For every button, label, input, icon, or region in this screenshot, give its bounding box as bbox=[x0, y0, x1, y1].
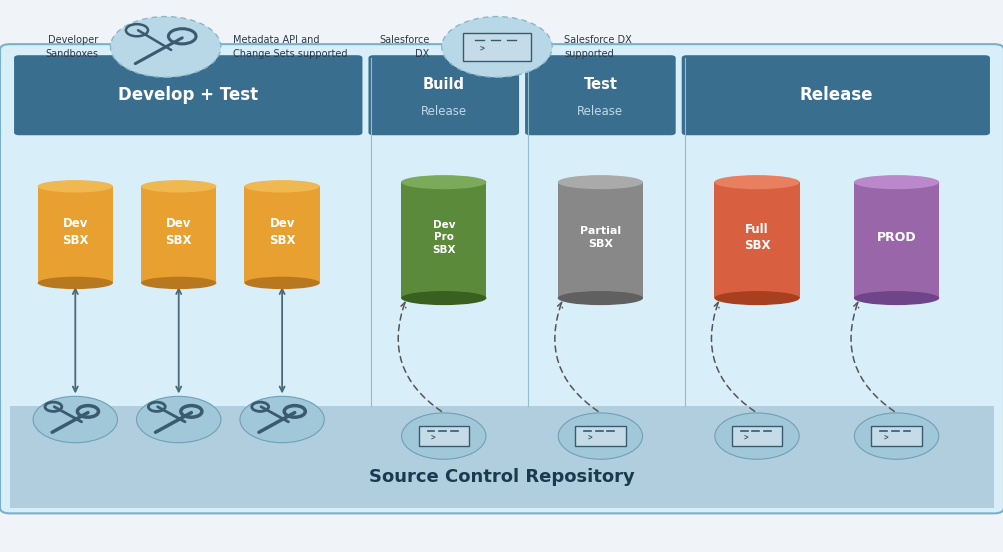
Circle shape bbox=[33, 396, 117, 443]
Text: Dev
Pro
SBX: Dev Pro SBX bbox=[431, 220, 455, 255]
FancyBboxPatch shape bbox=[140, 187, 216, 283]
Circle shape bbox=[240, 396, 324, 443]
Text: Release: Release bbox=[420, 105, 466, 118]
Text: >: > bbox=[743, 433, 748, 442]
Text: Salesforce DX
supported: Salesforce DX supported bbox=[564, 35, 631, 59]
Text: Metadata API and
Change Sets supported: Metadata API and Change Sets supported bbox=[233, 35, 347, 59]
FancyBboxPatch shape bbox=[38, 187, 112, 283]
FancyBboxPatch shape bbox=[714, 182, 799, 298]
FancyBboxPatch shape bbox=[245, 187, 319, 283]
Text: Test: Test bbox=[583, 77, 617, 92]
FancyBboxPatch shape bbox=[575, 426, 625, 447]
FancyBboxPatch shape bbox=[558, 182, 643, 298]
FancyBboxPatch shape bbox=[401, 182, 486, 298]
Circle shape bbox=[441, 17, 552, 77]
FancyBboxPatch shape bbox=[681, 55, 989, 135]
FancyBboxPatch shape bbox=[0, 44, 1003, 513]
Circle shape bbox=[854, 413, 938, 459]
Text: Dev
SBX: Dev SBX bbox=[62, 217, 88, 247]
Text: Developer
Sandboxes: Developer Sandboxes bbox=[45, 35, 98, 59]
Text: Source Control Repository: Source Control Repository bbox=[369, 469, 634, 486]
Ellipse shape bbox=[38, 277, 113, 289]
FancyBboxPatch shape bbox=[368, 55, 519, 135]
Circle shape bbox=[714, 413, 798, 459]
Ellipse shape bbox=[854, 175, 939, 189]
Text: Develop + Test: Develop + Test bbox=[118, 86, 258, 104]
Text: Release: Release bbox=[577, 105, 623, 118]
Ellipse shape bbox=[245, 277, 320, 289]
Text: Dev
SBX: Dev SBX bbox=[165, 217, 192, 247]
Text: PROD: PROD bbox=[876, 231, 916, 244]
Text: Partial
SBX: Partial SBX bbox=[580, 226, 620, 249]
Ellipse shape bbox=[558, 175, 643, 189]
Text: >: > bbox=[478, 44, 483, 52]
Circle shape bbox=[136, 396, 221, 443]
Circle shape bbox=[558, 413, 642, 459]
FancyBboxPatch shape bbox=[14, 55, 362, 135]
Ellipse shape bbox=[140, 277, 217, 289]
Ellipse shape bbox=[714, 175, 799, 189]
FancyBboxPatch shape bbox=[10, 406, 993, 508]
Text: Dev
SBX: Dev SBX bbox=[269, 217, 295, 247]
Text: Release: Release bbox=[798, 86, 872, 104]
FancyBboxPatch shape bbox=[854, 182, 939, 298]
Ellipse shape bbox=[140, 180, 217, 193]
FancyBboxPatch shape bbox=[731, 426, 781, 447]
Ellipse shape bbox=[38, 180, 113, 193]
Text: >: > bbox=[430, 433, 435, 442]
FancyBboxPatch shape bbox=[418, 426, 468, 447]
Ellipse shape bbox=[245, 180, 320, 193]
Circle shape bbox=[110, 17, 221, 77]
Ellipse shape bbox=[714, 291, 799, 305]
FancyBboxPatch shape bbox=[525, 55, 675, 135]
Text: >: > bbox=[587, 433, 592, 442]
Circle shape bbox=[401, 413, 485, 459]
Text: Salesforce
DX: Salesforce DX bbox=[379, 35, 429, 59]
Text: >: > bbox=[883, 433, 888, 442]
FancyBboxPatch shape bbox=[871, 426, 921, 447]
Text: Build: Build bbox=[422, 77, 464, 92]
FancyBboxPatch shape bbox=[462, 33, 531, 61]
Text: Full
SBX: Full SBX bbox=[743, 222, 769, 252]
Ellipse shape bbox=[401, 291, 486, 305]
Ellipse shape bbox=[854, 291, 939, 305]
Ellipse shape bbox=[401, 175, 486, 189]
Ellipse shape bbox=[558, 291, 643, 305]
